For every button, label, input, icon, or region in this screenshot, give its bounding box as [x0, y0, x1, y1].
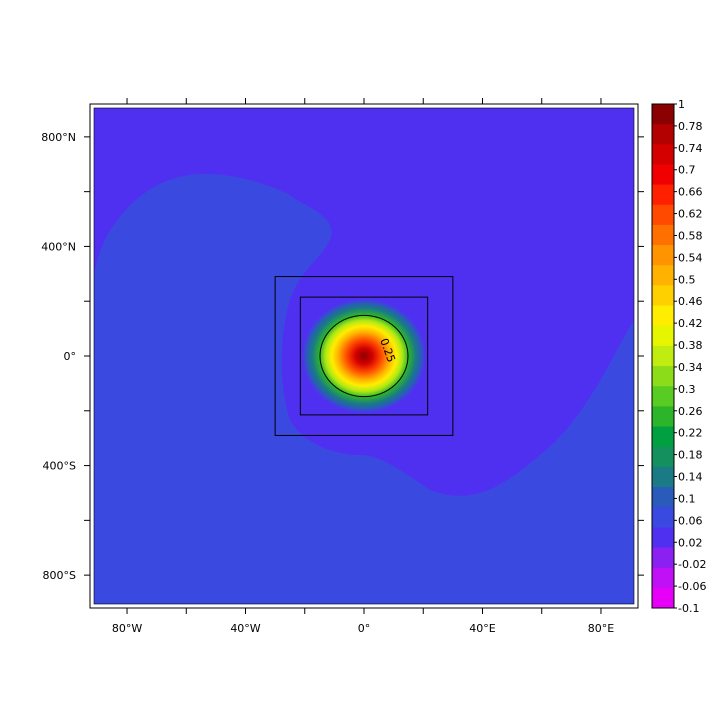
- colorbar: [651, 103, 677, 609]
- colorbar-label: 0.02: [678, 536, 703, 549]
- y-tick-label: 800°N: [41, 131, 76, 144]
- colorbar-labels: 1 0.78 0.74 0.7 0.66 0.62 0.58 0.54 0.5 0.46 0.42 0…: [678, 98, 706, 615]
- x-tick-label: 40°E: [469, 622, 495, 635]
- colorbar-label: -0.1: [678, 602, 699, 615]
- colorbar-label: 0.58: [678, 229, 703, 242]
- colorbar-swatch: [652, 426, 674, 448]
- colorbar-frame: [651, 103, 675, 609]
- nested-domain-boxes: [274, 276, 454, 436]
- colorbar-label: 0.66: [678, 186, 703, 199]
- colorbar-label: 0.06: [678, 514, 703, 527]
- colorbar-swatch: [652, 386, 674, 407]
- x-tick-label: 40°W: [230, 622, 260, 635]
- colorbar-swatch: [652, 285, 674, 307]
- plot-frame-inner: [93, 107, 635, 605]
- domain-box-1: [274, 276, 454, 436]
- colorbar-swatch: [652, 124, 674, 145]
- y-tick-labels: 800°N 400°N 0° 400°S 800°S: [41, 131, 76, 582]
- colorbar-swatch: [652, 487, 674, 508]
- colorbar-swatch: [652, 406, 674, 428]
- y-tick-label: 0°: [64, 350, 77, 363]
- colorbar-label: -0.06: [678, 580, 706, 593]
- colorbar-swatch: [652, 466, 674, 488]
- colorbar-label: 0.62: [678, 208, 703, 221]
- colorbar-swatch: [652, 164, 674, 186]
- colorbar-label: 0.38: [678, 339, 703, 352]
- colorbar-swatch: [652, 567, 674, 589]
- colorbar-label: 0.1: [678, 492, 696, 505]
- y-tick-label: 800°S: [43, 569, 76, 582]
- field-layer: [94, 108, 634, 604]
- y-tick-label: 400°N: [41, 240, 76, 253]
- contour-line: [319, 314, 409, 398]
- colorbar-label: 0.14: [678, 471, 703, 484]
- colorbar-swatch: [652, 245, 674, 266]
- colorbar-swatch: [652, 507, 674, 528]
- colorbar-label: 0.22: [678, 427, 703, 440]
- x-tick-label: 80°W: [112, 622, 142, 635]
- colorbar-swatch: [652, 104, 674, 125]
- colorbar-swatch: [652, 345, 674, 367]
- colorbar-label: 0.42: [678, 317, 703, 330]
- colorbar-swatch: [652, 587, 674, 609]
- colorbar-swatch: [652, 366, 674, 387]
- colorbar-label: 0.54: [678, 251, 703, 264]
- colorbar-label: 0.3: [678, 383, 696, 396]
- axis-ticks: [84, 98, 644, 614]
- colorbar-swatch: [652, 184, 674, 206]
- colorbar-label: 1: [678, 98, 685, 111]
- colorbar-swatch: [652, 325, 674, 347]
- colorbar-swatch: [652, 204, 674, 226]
- colorbar-swatch: [652, 446, 674, 468]
- colorbar-label: 0.7: [678, 164, 696, 177]
- colorbar-swatch: [652, 527, 674, 549]
- x-tick-label: 80°E: [588, 622, 614, 635]
- colorbar-swatch: [652, 224, 674, 246]
- x-tick-labels: 80°W 40°W 0° 40°E 80°E: [112, 622, 614, 635]
- x-tick-label: 0°: [358, 622, 371, 635]
- colorbar-label: 0.78: [678, 120, 703, 133]
- domain-box-2: [299, 296, 429, 416]
- colorbar-swatch: [652, 547, 674, 569]
- colorbar-label: 0.34: [678, 361, 703, 374]
- colorbar-swatch: [652, 144, 674, 165]
- colorbar-label: 0.26: [678, 405, 703, 418]
- colorbar-label: 0.5: [678, 273, 696, 286]
- y-tick-label: 400°S: [43, 460, 76, 473]
- colorbar-label: 0.18: [678, 449, 703, 462]
- colorbar-swatch: [652, 265, 674, 286]
- colorbar-swatch: [652, 305, 674, 327]
- colorbar-label: -0.02: [678, 558, 706, 571]
- colorbar-label: 0.74: [678, 142, 703, 155]
- field-peak: [302, 298, 426, 414]
- colorbar-label: 0.46: [678, 295, 703, 308]
